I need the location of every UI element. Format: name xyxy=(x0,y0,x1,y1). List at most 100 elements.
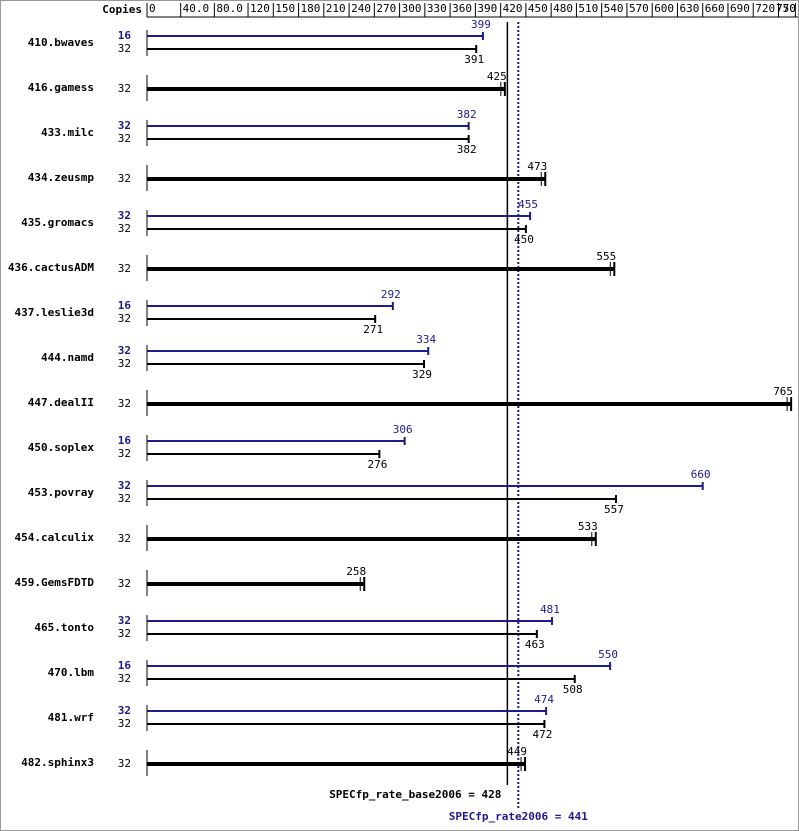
x-tick-label: 480 xyxy=(553,2,573,15)
value-label: 474 xyxy=(534,693,554,706)
benchmark-label: 434.zeusmp xyxy=(28,171,95,184)
x-tick-label: 450 xyxy=(528,2,548,15)
copies-label: 32 xyxy=(118,82,131,95)
benchmark-label: 482.sphinx3 xyxy=(21,756,94,769)
x-tick-label: 180 xyxy=(301,2,321,15)
value-label: 329 xyxy=(412,368,432,381)
x-tick-label: 0 xyxy=(149,2,156,15)
copies-label: 32 xyxy=(118,717,131,730)
value-label: 449 xyxy=(507,745,527,758)
value-label: 258 xyxy=(346,565,366,578)
copies-label: 32 xyxy=(118,492,131,505)
copies-label: 32 xyxy=(118,172,131,185)
x-tick-label: 360 xyxy=(452,2,472,15)
x-tick-label: 150 xyxy=(275,2,295,15)
x-tick-label: 540 xyxy=(604,2,624,15)
copies-label: 32 xyxy=(118,222,131,235)
copies-label: 32 xyxy=(118,209,131,222)
x-tick-label: 40.0 xyxy=(183,2,210,15)
benchmark-label: 436.cactusADM xyxy=(8,261,94,274)
copies-label: 32 xyxy=(118,262,131,275)
value-label: 557 xyxy=(604,503,624,516)
value-label: 508 xyxy=(563,683,583,696)
x-tick-label: 770 xyxy=(776,2,796,15)
copies-header: Copies xyxy=(102,3,142,16)
value-label: 425 xyxy=(487,70,507,83)
copies-label: 16 xyxy=(118,659,132,672)
copies-label: 32 xyxy=(118,119,131,132)
copies-label: 32 xyxy=(118,344,131,357)
value-label: 765 xyxy=(773,385,793,398)
benchmark-label: 444.namd xyxy=(41,351,94,364)
value-label: 660 xyxy=(691,468,711,481)
x-tick-label: 390 xyxy=(477,2,497,15)
value-label: 473 xyxy=(527,160,547,173)
copies-label: 32 xyxy=(118,42,131,55)
x-tick-label: 420 xyxy=(503,2,523,15)
copies-label: 32 xyxy=(118,704,131,717)
value-label: 463 xyxy=(525,638,545,651)
copies-label: 16 xyxy=(118,299,132,312)
benchmark-label: 454.calculix xyxy=(15,531,95,544)
x-tick-label: 750 xyxy=(776,2,796,15)
benchmark-label: 416.gamess xyxy=(28,81,94,94)
benchmark-label: 437.leslie3d xyxy=(15,306,94,319)
value-label: 555 xyxy=(596,250,616,263)
benchmark-label: 459.GemsFDTD xyxy=(15,576,95,589)
x-tick-label: 240 xyxy=(351,2,371,15)
x-tick-label: 270 xyxy=(376,2,396,15)
value-label: 450 xyxy=(514,233,534,246)
x-tick-label: 690 xyxy=(730,2,750,15)
value-label: 334 xyxy=(416,333,436,346)
copies-label: 32 xyxy=(118,132,131,145)
x-tick-label: 630 xyxy=(679,2,699,15)
x-tick-label: 330 xyxy=(427,2,447,15)
value-label: 276 xyxy=(367,458,387,471)
x-tick-label: 80.0 xyxy=(216,2,243,15)
copies-label: 32 xyxy=(118,614,131,627)
value-label: 481 xyxy=(540,603,560,616)
benchmark-label: 453.povray xyxy=(28,486,95,499)
copies-label: 32 xyxy=(118,757,131,770)
reference-label: SPECfp_rate_base2006 = 428 xyxy=(329,788,501,801)
value-label: 306 xyxy=(393,423,413,436)
benchmark-label: 435.gromacs xyxy=(21,216,94,229)
benchmark-label: 433.milc xyxy=(41,126,94,139)
copies-label: 32 xyxy=(118,672,131,685)
copies-label: 32 xyxy=(118,447,131,460)
benchmark-label: 450.soplex xyxy=(28,441,95,454)
x-tick-label: 210 xyxy=(326,2,346,15)
x-tick-label: 510 xyxy=(578,2,598,15)
x-tick-label: 720 xyxy=(755,2,775,15)
copies-label: 32 xyxy=(118,312,131,325)
value-label: 382 xyxy=(457,143,477,156)
benchmark-label: 481.wrf xyxy=(48,711,94,724)
x-tick-label: 600 xyxy=(654,2,674,15)
benchmark-label: 410.bwaves xyxy=(28,36,94,49)
copies-label: 16 xyxy=(118,29,132,42)
reference-label: SPECfp_rate2006 = 441 xyxy=(449,810,588,823)
copies-label: 32 xyxy=(118,532,131,545)
copies-label: 32 xyxy=(118,577,131,590)
copies-label: 32 xyxy=(118,479,131,492)
benchmark-label: 447.dealII xyxy=(28,396,94,409)
copies-label: 32 xyxy=(118,397,131,410)
benchmark-label: 470.lbm xyxy=(48,666,95,679)
value-label: 399 xyxy=(471,18,491,31)
benchmark-label: 465.tonto xyxy=(34,621,94,634)
x-tick-label: 660 xyxy=(705,2,725,15)
value-label: 472 xyxy=(532,728,552,741)
value-label: 391 xyxy=(464,53,484,66)
x-tick-label: 570 xyxy=(629,2,649,15)
x-tick-label: 120 xyxy=(250,2,270,15)
value-label: 550 xyxy=(598,648,618,661)
copies-label: 32 xyxy=(118,627,131,640)
value-label: 271 xyxy=(363,323,383,336)
value-label: 533 xyxy=(578,520,598,533)
x-tick-label: 300 xyxy=(402,2,422,15)
value-label: 382 xyxy=(457,108,477,121)
value-label: 455 xyxy=(518,198,538,211)
copies-label: 16 xyxy=(118,434,132,447)
